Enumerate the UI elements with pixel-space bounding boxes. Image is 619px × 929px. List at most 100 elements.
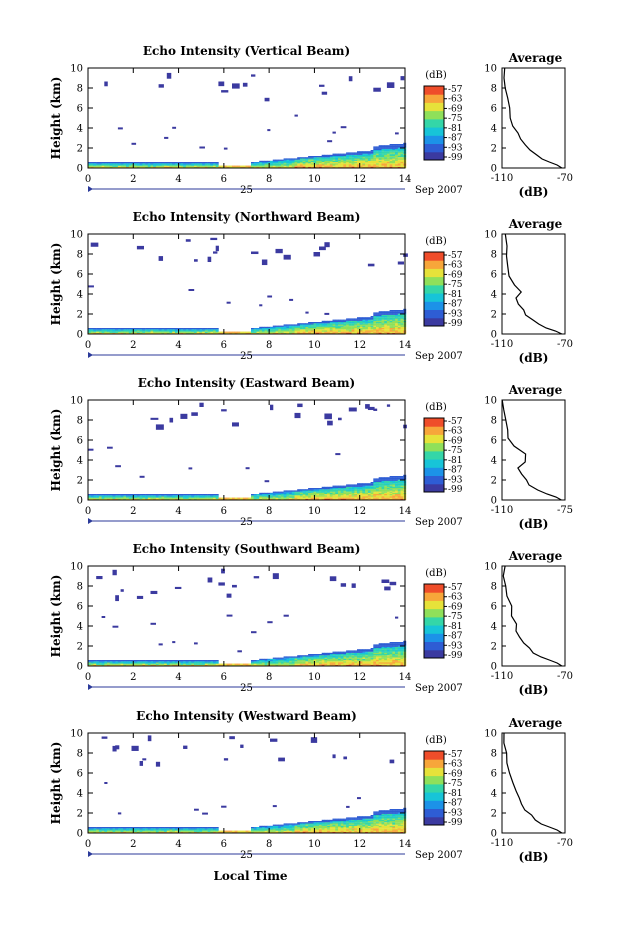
heatmap-cell [359, 825, 363, 828]
heatmap-cell [343, 494, 347, 496]
heatmap-cell [180, 164, 184, 166]
heatmap-cell [392, 651, 396, 653]
heatmap-cell [259, 663, 263, 665]
heatmap-cell [302, 166, 306, 169]
heatmap-cell [359, 165, 363, 167]
heatmap-cell [397, 491, 401, 493]
heatmap-cell [310, 324, 314, 326]
heatmap-cell [251, 498, 254, 501]
heatmap-cell [261, 259, 268, 266]
heatmap-cell [386, 489, 390, 491]
heatmap-cell [155, 166, 159, 169]
heatmap-cell [174, 164, 178, 166]
heatmap-cell [117, 332, 121, 335]
heatmap-cell [384, 159, 388, 161]
heatmap-cell [123, 328, 127, 330]
heatmap-cell [128, 166, 132, 169]
heatmap-cell [191, 664, 195, 667]
heatmap-cell [313, 159, 317, 161]
heatmap-cell [357, 165, 360, 167]
heatmap-cell [365, 654, 369, 656]
heatmap-cell [324, 163, 328, 165]
heatmap-cell [112, 494, 116, 496]
heatmap-cell [183, 496, 187, 498]
heatmap-cell [215, 245, 219, 252]
heatmap-cell [400, 484, 404, 486]
heatmap-cell [194, 163, 197, 165]
heatmap-cell [194, 496, 197, 498]
heatmap-cell [362, 330, 366, 332]
heatmap-cell [272, 827, 276, 829]
heatmap-cell [308, 828, 312, 830]
avg-title: Average [508, 51, 563, 65]
heatmap-cell [310, 332, 314, 335]
heatmap-cell [286, 661, 290, 663]
heatmap-cell [185, 661, 189, 663]
heatmap-cell [174, 829, 178, 831]
heatmap-cell [324, 328, 328, 330]
heatmap-cell [183, 661, 187, 663]
heatmap-cell [362, 164, 366, 166]
heatmap-cell [400, 311, 404, 313]
heatmap-cell [128, 164, 132, 166]
heatmap-cell [123, 162, 127, 164]
heatmap-cell [357, 323, 360, 325]
heatmap-cell [400, 664, 404, 667]
colorbar-segment [424, 467, 444, 476]
avg-y-tick-label: 4 [491, 622, 497, 633]
heatmap-cell [376, 323, 379, 325]
heatmap-cell [310, 657, 314, 659]
heatmap-cell [316, 329, 320, 331]
heatmap-cell [286, 497, 290, 499]
heatmap-cell [386, 483, 390, 485]
heatmap-cell [392, 146, 396, 148]
heatmap-cell [297, 158, 301, 160]
heatmap-cell [297, 324, 301, 326]
heatmap-cell [191, 827, 195, 829]
heatmap-cell [340, 320, 344, 323]
heatmap-cell [340, 324, 344, 326]
heatmap-cell [259, 830, 263, 832]
heatmap-cell [367, 817, 371, 819]
heatmap-cell [117, 329, 121, 331]
heatmap-cell [229, 166, 233, 169]
heatmap-cell [139, 829, 143, 831]
heatmap-cell [259, 829, 263, 831]
heatmap-cell [327, 420, 333, 426]
heatmap-cell [395, 649, 398, 651]
heatmap-cell [251, 830, 254, 832]
heatmap-cell [397, 652, 401, 655]
heatmap-cell [367, 324, 371, 326]
heatmap-cell [308, 160, 312, 163]
heatmap-cell [291, 331, 295, 333]
heatmap-cell [305, 489, 309, 491]
heatmap-cell [297, 331, 301, 333]
heatmap-cell [120, 165, 124, 167]
heatmap-cell [389, 153, 393, 155]
heatmap-cell [166, 828, 170, 830]
heatmap-cell [294, 830, 298, 832]
heatmap-cell [343, 486, 347, 489]
heatmap-cell [188, 827, 192, 829]
heatmap-cell [256, 330, 260, 332]
heatmap-cell [354, 324, 358, 326]
heatmap-cell [400, 661, 404, 663]
heatmap-cell [397, 645, 401, 647]
heatmap-cell [321, 325, 325, 327]
y-tick-label: 2 [77, 144, 83, 155]
heatmap-cell [343, 829, 347, 831]
avg-title: Average [508, 549, 563, 563]
heatmap-cell [310, 330, 314, 332]
heatmap-cell [150, 417, 159, 420]
heatmap-cell [115, 828, 119, 830]
heatmap-cell [204, 827, 208, 829]
heatmap-cell [153, 830, 157, 832]
heatmap-cell [338, 497, 341, 499]
heatmap-cell [357, 498, 360, 501]
heatmap-cell [134, 830, 138, 832]
heatmap-cell [172, 126, 177, 129]
heatmap-cell [370, 654, 374, 656]
heatmap-cell [275, 329, 279, 331]
heatmap-cell [324, 822, 328, 824]
heatmap-cell [196, 662, 200, 664]
